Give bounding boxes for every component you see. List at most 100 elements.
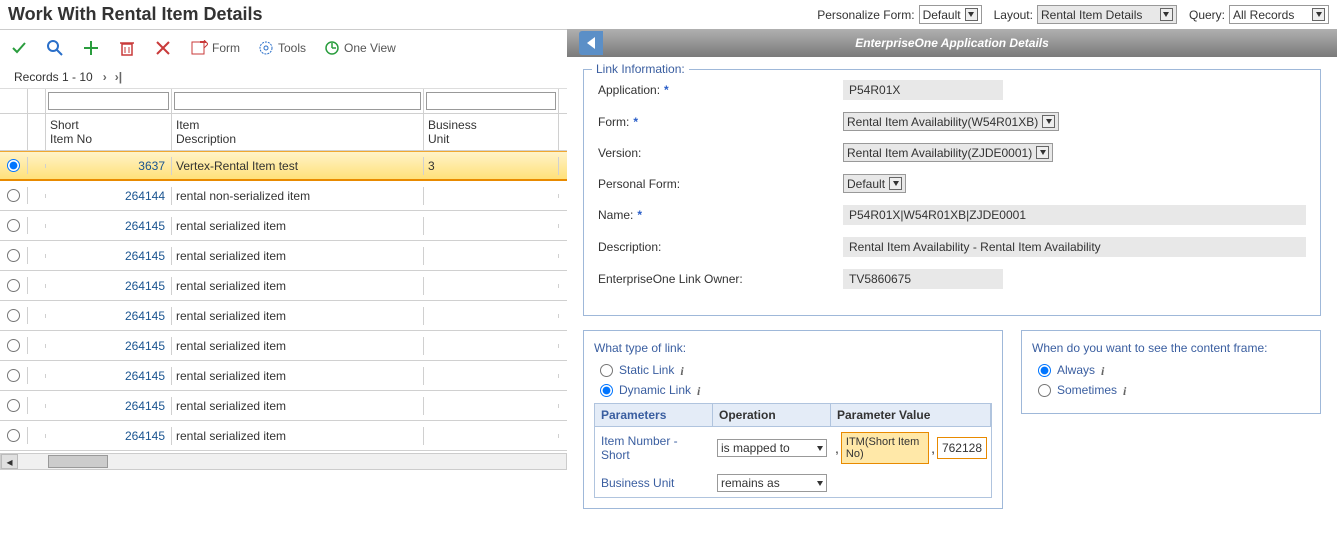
panel-title: EnterpriseOne Application Details <box>567 36 1337 50</box>
table-row[interactable]: 264144rental non-serialized item <box>0 181 567 211</box>
row-select-radio[interactable] <box>7 429 20 442</box>
cell-business-unit <box>424 404 559 408</box>
add-icon[interactable] <box>82 39 100 57</box>
dynamic-link-radio[interactable] <box>600 384 613 397</box>
row-select-radio[interactable] <box>7 399 20 412</box>
row-select-radio[interactable] <box>7 309 20 322</box>
param1-operation-select[interactable]: is mapped to <box>717 439 827 457</box>
next-page-icon[interactable]: › <box>103 70 107 84</box>
info-icon[interactable]: i <box>1123 384 1135 396</box>
table-row[interactable]: 264145rental serialized item <box>0 391 567 421</box>
row-select-radio[interactable] <box>7 279 20 292</box>
personal-form-label: Personal Form: <box>598 177 680 191</box>
cell-description: rental serialized item <box>172 397 424 415</box>
info-icon[interactable]: i <box>1101 364 1113 376</box>
cell-description: rental serialized item <box>172 337 424 355</box>
cell-description: rental serialized item <box>172 427 424 445</box>
cell-short-item-no: 264145 <box>46 367 172 385</box>
cell-short-item-no: 264145 <box>46 217 172 235</box>
cell-business-unit: 3 <box>424 157 559 175</box>
personal-form-dropdown[interactable]: Default <box>843 174 906 193</box>
cell-description: rental serialized item <box>172 247 424 265</box>
static-link-radio[interactable] <box>600 364 613 377</box>
sometimes-label: Sometimes <box>1057 383 1117 397</box>
data-grid: Short Item No Item Description Business … <box>0 89 567 451</box>
version-dropdown[interactable]: Rental Item Availability(ZJDE0001) <box>843 143 1053 162</box>
form-button[interactable]: Form <box>190 40 240 56</box>
col-header-short-item-no[interactable]: Short Item No <box>46 114 172 150</box>
row-select-radio[interactable] <box>7 339 20 352</box>
always-radio[interactable] <box>1038 364 1051 377</box>
cell-business-unit <box>424 344 559 348</box>
filter-business-unit[interactable] <box>426 92 556 110</box>
cell-business-unit <box>424 314 559 318</box>
description-value: Rental Item Availability - Rental Item A… <box>843 237 1306 257</box>
table-row[interactable]: 264145rental serialized item <box>0 421 567 451</box>
table-row[interactable]: 3637Vertex-Rental Item test3 <box>0 151 567 181</box>
sometimes-radio[interactable] <box>1038 384 1051 397</box>
cell-short-item-no: 264145 <box>46 337 172 355</box>
name-value: P54R01X|W54R01XB|ZJDE0001 <box>843 205 1306 225</box>
personalize-form-dropdown[interactable]: Default <box>919 5 982 24</box>
cell-short-item-no: 3637 <box>46 157 172 175</box>
info-icon[interactable]: i <box>697 384 709 396</box>
link-information-title: Link Information: <box>592 62 689 76</box>
cell-description: rental serialized item <box>172 277 424 295</box>
search-icon[interactable] <box>46 39 64 57</box>
horizontal-scrollbar[interactable]: ◂ <box>0 453 567 470</box>
dynamic-link-label: Dynamic Link <box>619 383 691 397</box>
row-select-radio[interactable] <box>7 189 20 202</box>
layout-dropdown[interactable]: Rental Item Details <box>1037 5 1177 24</box>
owner-label: EnterpriseOne Link Owner: <box>598 272 743 286</box>
col-header-description[interactable]: Item Description <box>172 114 424 150</box>
one-view-button[interactable]: One View <box>324 40 396 56</box>
close-icon[interactable] <box>154 39 172 57</box>
cell-description: rental non-serialized item <box>172 187 424 205</box>
tools-button[interactable]: Tools <box>258 40 306 56</box>
cell-business-unit <box>424 254 559 258</box>
cell-short-item-no: 264145 <box>46 307 172 325</box>
delete-icon[interactable] <box>118 39 136 57</box>
last-page-icon[interactable]: ›| <box>115 70 122 84</box>
table-row[interactable]: 264145rental serialized item <box>0 211 567 241</box>
param1-value[interactable]: 762128 <box>937 437 987 459</box>
table-row[interactable]: 264145rental serialized item <box>0 271 567 301</box>
filter-description[interactable] <box>174 92 421 110</box>
cell-short-item-no: 264145 <box>46 427 172 445</box>
form-dropdown[interactable]: Rental Item Availability(W54R01XB) <box>843 112 1059 131</box>
link-type-title: What type of link: <box>594 341 992 355</box>
table-row[interactable]: 264145rental serialized item <box>0 361 567 391</box>
row-select-radio[interactable] <box>7 249 20 262</box>
param1-mapping[interactable]: ITM(Short Item No) <box>841 432 929 464</box>
filter-short-item-no[interactable] <box>48 92 169 110</box>
cell-short-item-no: 264145 <box>46 277 172 295</box>
page-title: Work With Rental Item Details <box>8 4 263 25</box>
cell-description: Vertex-Rental Item test <box>172 157 424 175</box>
layout-label: Layout: <box>994 8 1033 22</box>
description-label: Description: <box>598 240 661 254</box>
name-label: Name: <box>598 208 633 222</box>
version-label: Version: <box>598 146 641 160</box>
row-select-radio[interactable] <box>7 219 20 232</box>
table-row[interactable]: 264145rental serialized item <box>0 301 567 331</box>
static-link-label: Static Link <box>619 363 674 377</box>
row-select-radio[interactable] <box>7 369 20 382</box>
application-value: P54R01X <box>843 80 1003 100</box>
param2-name: Business Unit <box>595 472 713 494</box>
cell-business-unit <box>424 374 559 378</box>
param-header-operation: Operation <box>713 404 831 426</box>
cell-business-unit <box>424 224 559 228</box>
query-dropdown[interactable]: All Records <box>1229 5 1329 24</box>
ok-icon[interactable] <box>10 39 28 57</box>
cell-business-unit <box>424 194 559 198</box>
table-row[interactable]: 264145rental serialized item <box>0 241 567 271</box>
cell-business-unit <box>424 434 559 438</box>
param2-operation-select[interactable]: remains as <box>717 474 827 492</box>
row-select-radio[interactable] <box>7 159 20 172</box>
table-row[interactable]: 264145rental serialized item <box>0 331 567 361</box>
content-frame-title: When do you want to see the content fram… <box>1032 341 1310 355</box>
info-icon[interactable]: i <box>680 364 692 376</box>
col-header-business-unit[interactable]: Business Unit <box>424 114 559 150</box>
owner-value: TV5860675 <box>843 269 1003 289</box>
cell-short-item-no: 264145 <box>46 397 172 415</box>
